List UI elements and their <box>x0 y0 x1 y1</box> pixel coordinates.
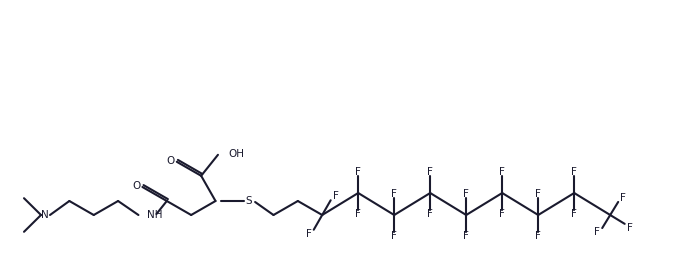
Text: F: F <box>500 167 505 177</box>
Text: OH: OH <box>228 149 244 159</box>
Text: F: F <box>535 231 541 241</box>
Text: NH: NH <box>147 210 163 220</box>
Text: F: F <box>306 229 311 239</box>
Text: F: F <box>620 193 626 203</box>
Text: F: F <box>500 209 505 219</box>
Text: F: F <box>391 189 397 199</box>
Text: F: F <box>391 231 397 241</box>
Text: F: F <box>427 209 433 219</box>
Text: F: F <box>463 189 469 199</box>
Text: F: F <box>571 209 577 219</box>
Text: F: F <box>627 223 633 233</box>
Text: F: F <box>356 209 361 219</box>
Text: S: S <box>246 196 252 206</box>
Text: F: F <box>463 231 469 241</box>
Text: F: F <box>356 167 361 177</box>
Text: F: F <box>333 191 338 201</box>
Text: N: N <box>41 210 49 220</box>
Text: F: F <box>427 167 433 177</box>
Text: F: F <box>595 227 600 237</box>
Text: O: O <box>132 181 141 191</box>
Text: O: O <box>167 156 175 166</box>
Text: F: F <box>571 167 577 177</box>
Text: F: F <box>535 189 541 199</box>
